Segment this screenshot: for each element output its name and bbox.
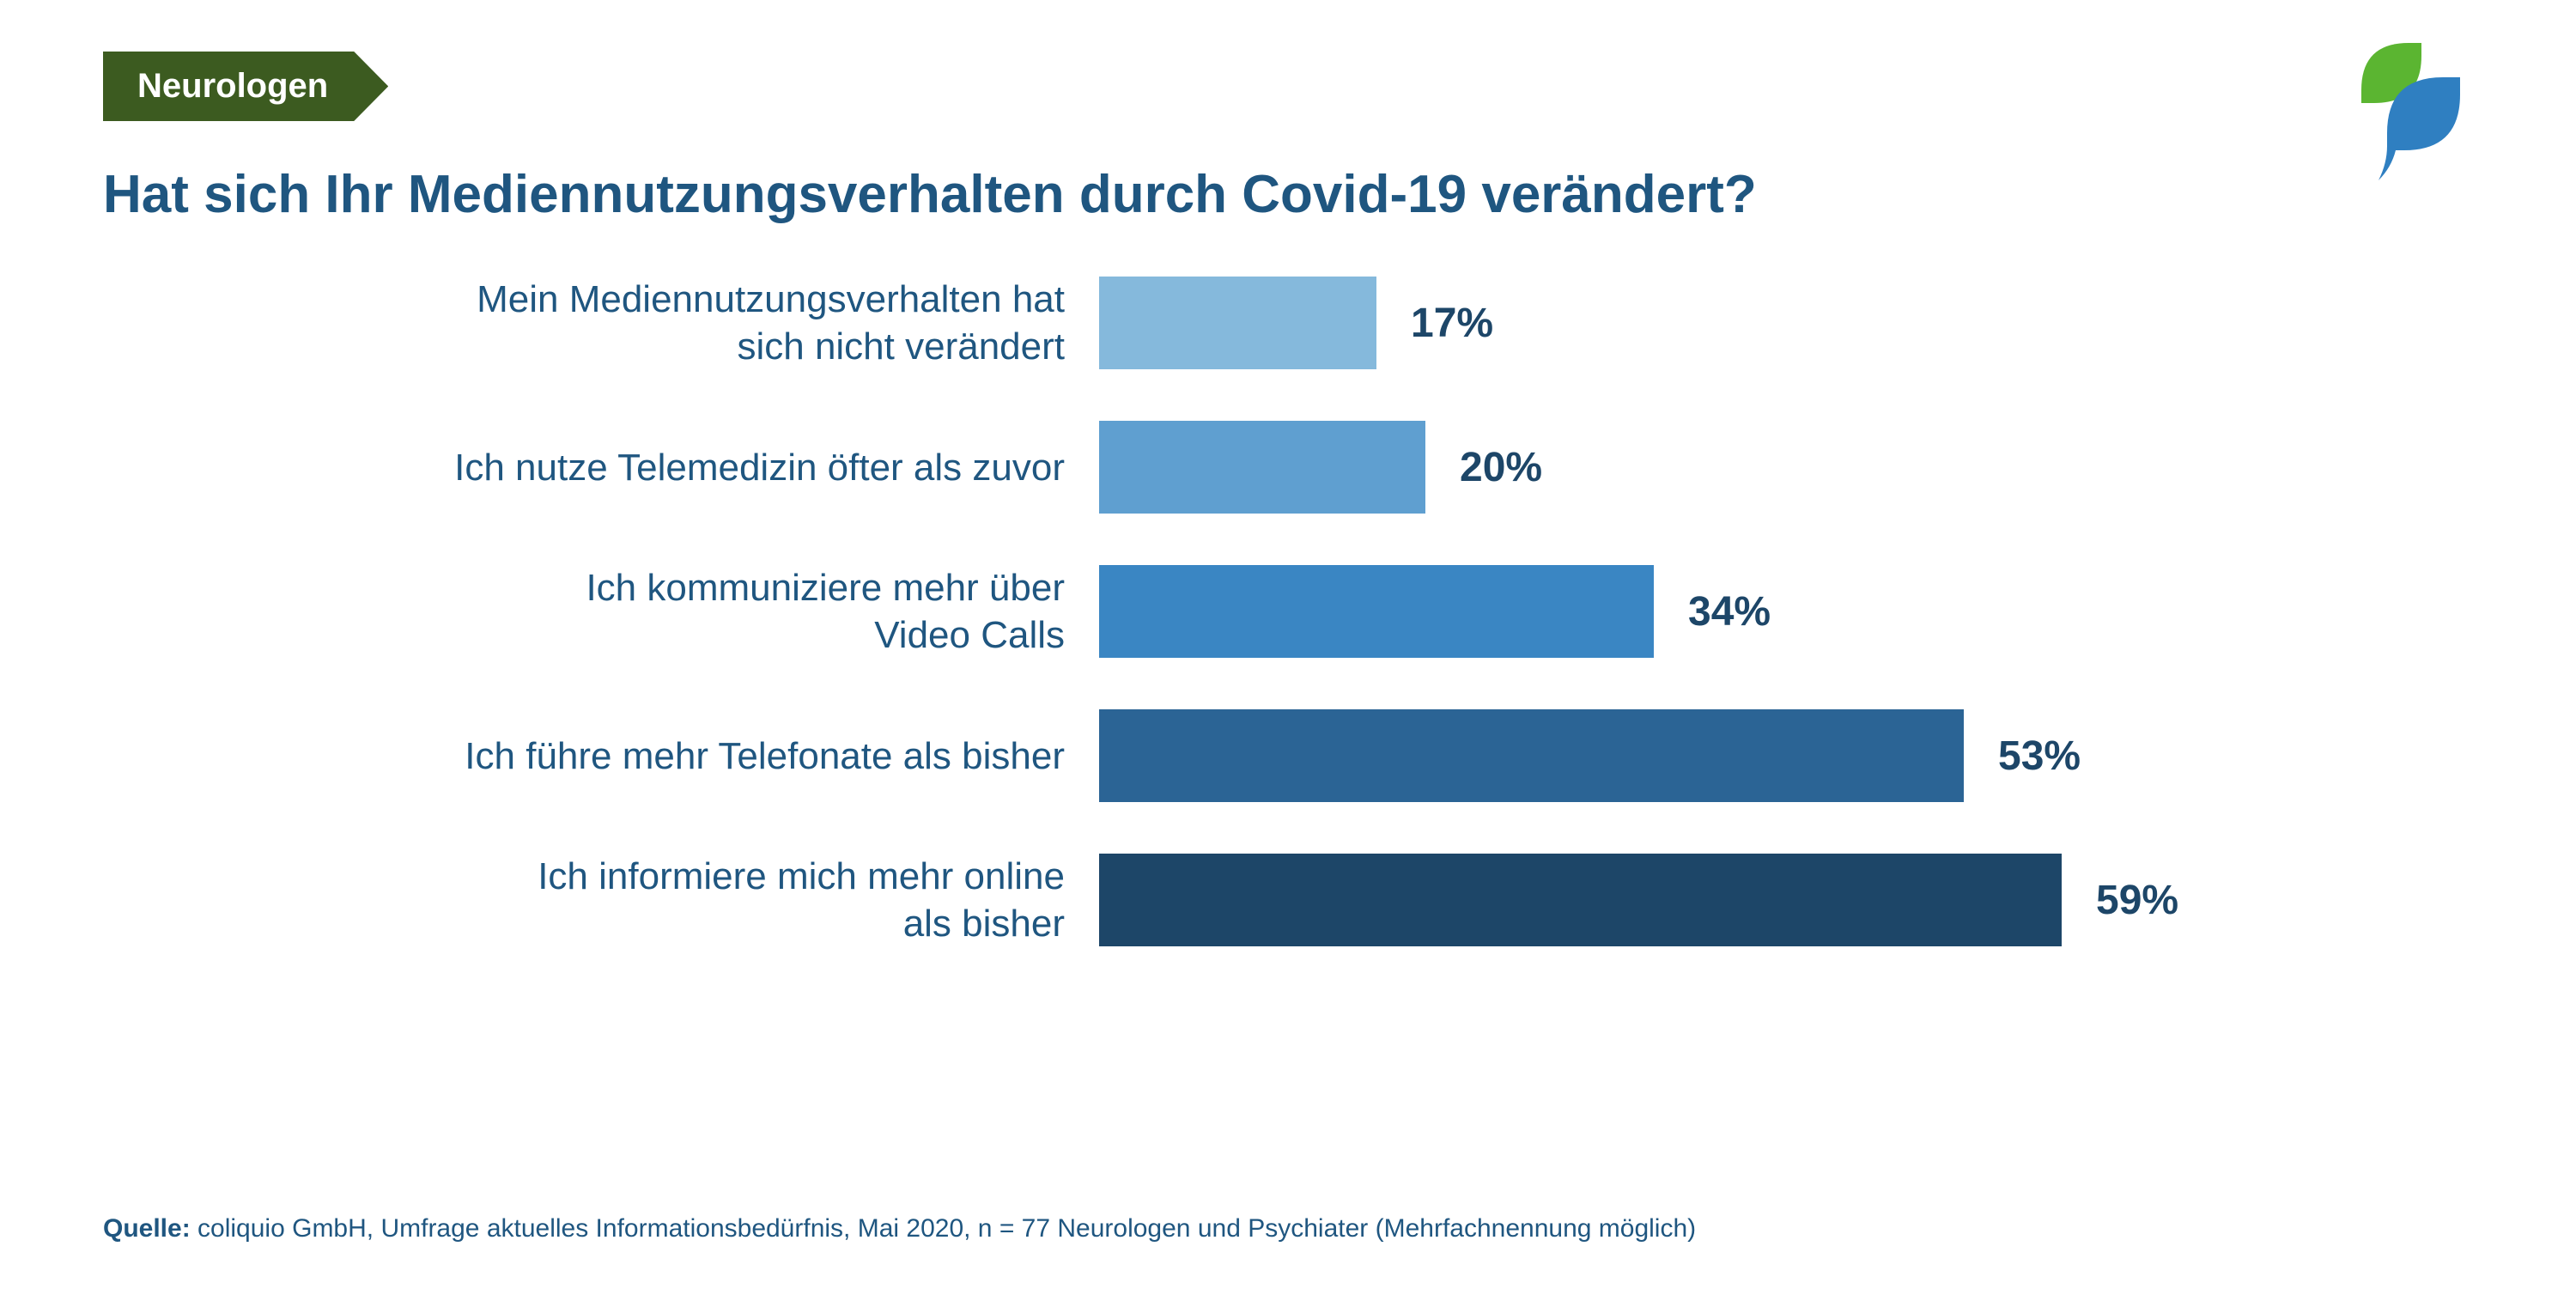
bar-label: Ich nutze Telemedizin öfter als zuvor [103,444,1099,491]
bar-label-line: Ich nutze Telemedizin öfter als zuvor [103,444,1065,491]
bar-value-label: 59% [2096,877,2178,924]
bar [1099,709,1964,802]
bar-area: 20% [1099,421,2473,514]
bar-label-line: Video Calls [103,611,1065,659]
bar-label-line: Ich führe mehr Telefonate als bisher [103,733,1065,780]
bar-area: 34% [1099,565,2473,658]
bar-value-label: 17% [1411,300,1493,347]
bar-row: Ich nutze Telemedizin öfter als zuvor 20% [103,421,2473,514]
bar-label-line: als bisher [103,900,1065,947]
category-badge-text: Neurologen [137,67,328,105]
bar-row: Mein Mediennutzungsverhalten hatsich nic… [103,277,2473,369]
bar-row: Ich informiere mich mehr onlineals bishe… [103,854,2473,946]
bar-value-label: 20% [1460,444,1542,491]
bar-label: Ich kommuniziere mehr überVideo Calls [103,564,1099,659]
chart-title: Hat sich Ihr Mediennutzungsverhalten dur… [103,164,2473,225]
bar-area: 17% [1099,277,2473,369]
bar-area: 59% [1099,854,2473,946]
bar-value-label: 53% [1998,733,2081,780]
bar [1099,421,1425,514]
bar [1099,565,1654,658]
bar-label: Ich führe mehr Telefonate als bisher [103,733,1099,780]
bar-label: Ich informiere mich mehr onlineals bishe… [103,853,1099,947]
bar-value-label: 34% [1688,588,1771,635]
bar-label: Mein Mediennutzungsverhalten hatsich nic… [103,276,1099,370]
bar-label-line: sich nicht verändert [103,323,1065,370]
source-line: Quelle: coliquio GmbH, Umfrage aktuelles… [103,1214,2473,1243]
source-prefix: Quelle: [103,1214,191,1243]
bar-label-line: Mein Mediennutzungsverhalten hat [103,276,1065,323]
bar-label-line: Ich informiere mich mehr online [103,853,1065,900]
source-text: coliquio GmbH, Umfrage aktuelles Informa… [191,1214,1696,1243]
bar [1099,277,1376,369]
bar-row: Ich kommuniziere mehr überVideo Calls 34% [103,565,2473,658]
category-badge: Neurologen [103,52,388,121]
brand-logo [2327,43,2473,189]
bar-label-line: Ich kommuniziere mehr über [103,564,1065,611]
page: Neurologen Hat sich Ihr Mediennutzungsve… [0,0,2576,1295]
bar-row: Ich führe mehr Telefonate als bisher 53% [103,709,2473,802]
bar-area: 53% [1099,709,2473,802]
bar [1099,854,2062,946]
bar-chart: Mein Mediennutzungsverhalten hatsich nic… [103,277,2473,946]
